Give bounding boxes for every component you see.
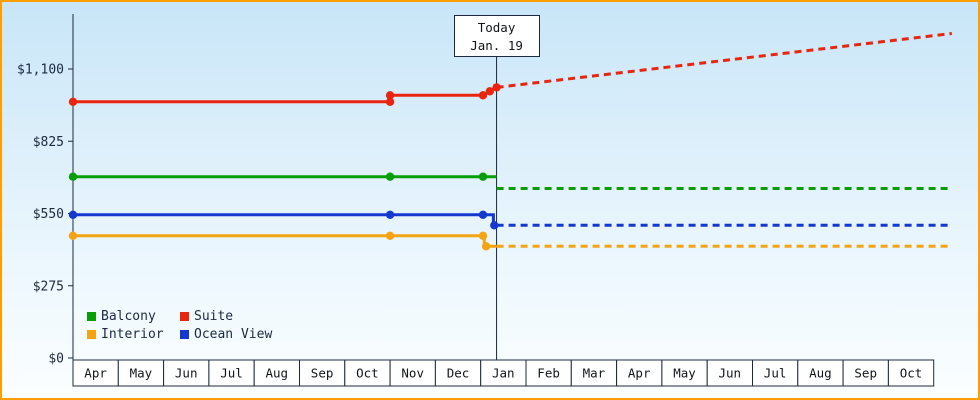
- y-axis-tick-label: $825: [33, 135, 64, 150]
- data-point-balcony: [385, 172, 395, 181]
- data-point-ocean-view: [385, 210, 395, 219]
- today-label-line1: Today: [477, 20, 516, 35]
- month-label: Jul: [220, 366, 243, 381]
- legend-item-ocean-view: Ocean View: [180, 327, 272, 342]
- month-label: Jun: [719, 366, 742, 381]
- legend-item-balcony: Balcony: [87, 309, 180, 324]
- legend-item-suite: Suite: [180, 309, 272, 324]
- month-label: Jan: [492, 366, 515, 381]
- data-point-suite: [485, 87, 494, 96]
- legend-label: Ocean View: [194, 327, 273, 342]
- data-point-suite: [68, 97, 78, 107]
- legend-item-interior: Interior: [87, 327, 180, 342]
- forecast-line-suite: [496, 32, 952, 89]
- month-cell: [752, 359, 799, 387]
- today-label-line2: Jan. 19: [470, 38, 523, 53]
- price-line-interior: [73, 234, 497, 248]
- y-axis-tick-label: $1,100: [17, 63, 64, 78]
- legend-swatch-icon: [87, 330, 96, 339]
- legend-swatch-icon: [180, 312, 189, 321]
- month-label: Aug: [809, 366, 832, 381]
- month-cell: [570, 359, 618, 387]
- month-cell: [797, 359, 844, 387]
- y-axis-tick-label: $0: [48, 352, 64, 367]
- data-point-ocean-view: [68, 210, 78, 219]
- y-axis-tick-label: $275: [33, 279, 64, 294]
- month-cell: [434, 359, 482, 387]
- data-point-ocean-view: [490, 221, 499, 230]
- month-label: Mar: [583, 366, 606, 381]
- month-label: Apr: [84, 366, 107, 381]
- month-label: Apr: [628, 366, 651, 381]
- data-point-suite: [492, 83, 501, 92]
- month-cell: [299, 359, 346, 387]
- month-cell: [661, 359, 708, 387]
- data-point-balcony: [68, 172, 78, 181]
- legend-label: Balcony: [101, 309, 156, 324]
- data-point-suite: [385, 97, 395, 107]
- data-point-suite: [385, 91, 395, 100]
- month-cell: [208, 359, 255, 387]
- month-label: Feb: [537, 366, 560, 381]
- month-cell: [706, 359, 754, 387]
- data-point-ocean-view: [478, 210, 488, 219]
- month-label: Aug: [266, 366, 289, 381]
- legend-swatch-icon: [87, 312, 96, 321]
- data-point-suite: [478, 91, 488, 100]
- month-cell: [887, 359, 935, 387]
- data-point-interior: [478, 231, 488, 240]
- month-label: May: [130, 366, 153, 381]
- month-cell: [344, 359, 391, 387]
- today-marker-label: Today Jan. 19: [453, 15, 540, 57]
- legend: Balcony Suite Interior Ocean View: [87, 309, 272, 342]
- data-point-interior: [68, 231, 78, 240]
- legend-label: Suite: [194, 309, 234, 324]
- legend-label: Interior: [101, 327, 164, 342]
- month-cell: [117, 359, 165, 387]
- price-line-suite: [73, 86, 498, 104]
- month-cell: [480, 359, 527, 387]
- month-label: Sep: [854, 366, 877, 381]
- month-label: Nov: [401, 366, 424, 381]
- month-label: Oct: [356, 366, 379, 381]
- data-point-interior: [385, 231, 395, 240]
- month-cell: [253, 359, 300, 387]
- month-cell: [389, 359, 436, 387]
- month-label: Jul: [764, 366, 787, 381]
- month-cell: [72, 359, 119, 387]
- month-label: Sep: [311, 366, 334, 381]
- month-cell: [163, 359, 210, 387]
- y-axis-tick-label: $550: [33, 207, 64, 222]
- month-label: May: [673, 366, 696, 381]
- month-label: Jun: [175, 366, 198, 381]
- legend-swatch-icon: [180, 330, 189, 339]
- price-line-ocean-view: [73, 213, 497, 227]
- month-label: Oct: [900, 366, 923, 381]
- data-point-interior: [481, 242, 491, 251]
- month-label: Dec: [447, 366, 470, 381]
- month-cell: [842, 359, 889, 387]
- data-point-balcony: [478, 172, 488, 181]
